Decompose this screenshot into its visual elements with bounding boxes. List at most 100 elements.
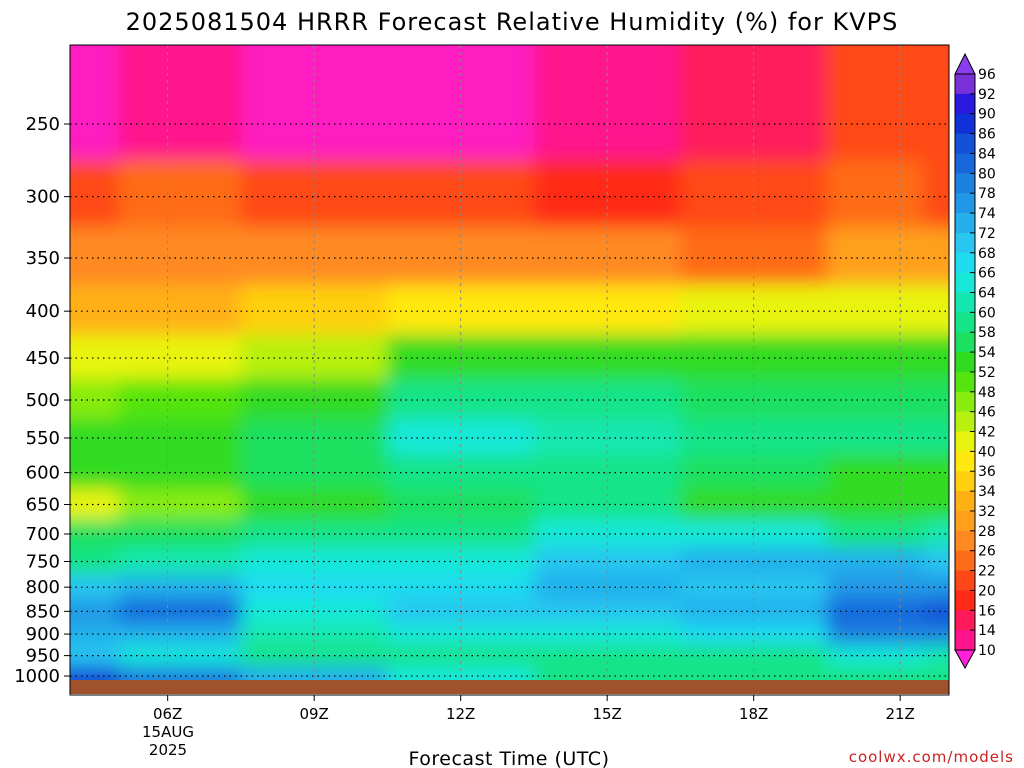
rh-cell [70,519,120,549]
colorbar-swatch [955,312,975,333]
y-tick-label: 450 [26,348,60,369]
rh-cell [70,622,120,646]
rh-cell [826,622,926,646]
rh-cell [924,45,949,162]
rh-cell [924,284,949,336]
rh-cell [826,419,926,457]
rh-cell [680,379,828,421]
colorbar-swatch [955,173,975,194]
colorbar-swatch [955,232,975,254]
plot-area [70,45,949,680]
colorbar-label: 68 [978,246,996,262]
colorbar-swatch [955,590,975,611]
colorbar-label: 90 [978,107,996,123]
colorbar-label: 22 [978,564,996,580]
rh-cell [387,334,535,381]
date-line-1: 15AUG [142,723,194,741]
rh-cell [680,334,828,381]
colorbar-label: 72 [978,226,996,242]
colorbar-label: 40 [978,444,996,460]
colorbar-label: 36 [978,464,996,480]
y-tick-label: 400 [26,301,60,322]
colorbar: 96 92 90 86 84 80 78 74 72 68 66 64 60 58 54 52 48 46 42 40… [954,52,996,670]
rh-cell [387,665,535,680]
colorbar-label: 92 [978,87,996,103]
rh-cell [826,455,926,490]
y-tick-label: 1000 [14,666,60,687]
rh-cell [924,622,949,646]
colorbar-label: 54 [978,345,996,361]
rh-cell [240,379,389,421]
colorbar-swatch [955,451,975,472]
rh-cell [118,334,242,381]
rh-cell [924,665,949,680]
colorbar-label: 64 [978,285,996,301]
colorbar-label: 42 [978,425,996,441]
grid-lines [70,45,949,680]
rh-cell [70,284,120,336]
x-tick-label: 06Z [153,705,182,723]
rh-cell [240,547,389,576]
x-axis: 06Z 09Z 12Z 15Z 18Z 21Z [153,695,915,723]
plot-frame [69,44,950,696]
rh-cell [70,45,120,162]
colorbar-label: 96 [978,67,996,83]
rh-cell [826,519,926,549]
colorbar-swatch [955,391,975,413]
colorbar-frame [954,73,976,651]
colorbar-top-arrow [954,52,976,75]
y-axis: 2503003504004505005506006507007508008509… [14,114,70,687]
colorbar-swatch [955,93,975,115]
colorbar-swatch [955,530,975,552]
colorbar-bottom-arrow [954,649,976,670]
rh-cell [826,160,926,229]
rh-cell [118,284,242,336]
x-tick-label: 18Z [739,705,768,723]
colorbar-swatch [955,411,975,433]
colorbar-label: 14 [978,623,996,639]
colorbar-swatch [955,471,975,492]
colorbar-label: 74 [978,206,996,222]
colorbar-swatch [955,272,975,293]
rh-cell [118,160,242,229]
colorbar-swatch [955,510,975,532]
colorbar-swatch [955,252,975,274]
y-tick-label: 900 [26,624,60,645]
colorbar-swatch [955,292,975,313]
x-axis-label: Forecast Time (UTC) [409,748,610,768]
y-tick-label: 550 [26,428,60,449]
colorbar-swatch [955,213,975,234]
rh-cell [118,665,242,680]
rh-cell [70,160,120,229]
colorbar-label: 78 [978,186,996,202]
rh-cell [826,599,926,624]
rh-cell [826,334,926,381]
rh-cell [240,644,389,667]
rh-cell [240,419,389,457]
rh-cell [240,574,389,601]
y-tick-label: 300 [26,187,60,208]
rh-cell [240,599,389,624]
rh-cell [826,574,926,601]
rh-cell [826,379,926,421]
credit-text: coolwx.com/models [849,748,1014,766]
rh-cell [240,622,389,646]
colorbar-swatch [955,630,975,651]
rh-cell [240,334,389,381]
rh-cell [924,334,949,381]
colorbar-label: 66 [978,266,996,282]
colorbar-swatch [955,431,975,452]
rh-cell [924,160,949,229]
rh-cell [240,519,389,549]
rh-cell [118,45,242,162]
rh-cell [240,160,389,229]
rh-cell [240,227,389,286]
colorbar-swatch [955,570,975,591]
rh-cell [826,284,926,336]
ground-strip [70,680,949,694]
colorbar-label: 84 [978,146,996,162]
rh-cell [118,227,242,286]
colorbar-label: 28 [978,524,996,540]
y-tick-label: 700 [26,524,60,545]
x-tick-label: 15Z [592,705,621,723]
